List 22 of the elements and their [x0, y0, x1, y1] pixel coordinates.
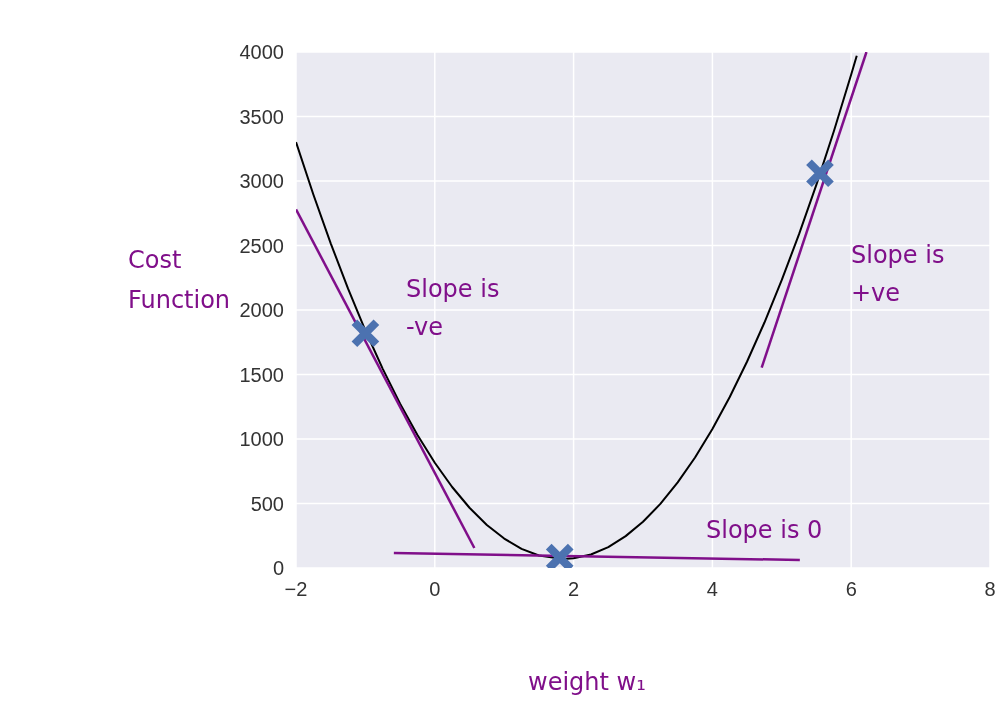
y-tick-label: 2500 [239, 234, 284, 257]
y-tick-label: 500 [250, 492, 284, 515]
y-tick-label: 1500 [239, 363, 284, 386]
y-axis-title: Cost Function [128, 245, 231, 316]
x-axis-title: weight w₁ [528, 668, 646, 696]
y-tick-label: 0 [272, 557, 284, 580]
y-tick-label: 3500 [239, 105, 284, 128]
x-tick-label: 8 [984, 578, 996, 601]
annotation: Slope is +ve [851, 240, 945, 309]
x-tick-label: −2 [284, 578, 308, 601]
point [804, 158, 835, 189]
x-tick-label: 4 [706, 578, 718, 601]
x-tick-label: 6 [845, 578, 857, 601]
annotation: Slope is -ve [406, 274, 500, 343]
y-tick-label: 3000 [239, 170, 284, 193]
y-tick-label: 1000 [239, 428, 284, 451]
y-tick-label: 4000 [239, 41, 284, 64]
annotation: Slope is 0 [706, 515, 823, 546]
x-tick-label: 0 [429, 578, 441, 601]
x-tick-label: 2 [568, 578, 580, 601]
point [350, 318, 381, 349]
y-tick-label: 2000 [239, 299, 284, 322]
